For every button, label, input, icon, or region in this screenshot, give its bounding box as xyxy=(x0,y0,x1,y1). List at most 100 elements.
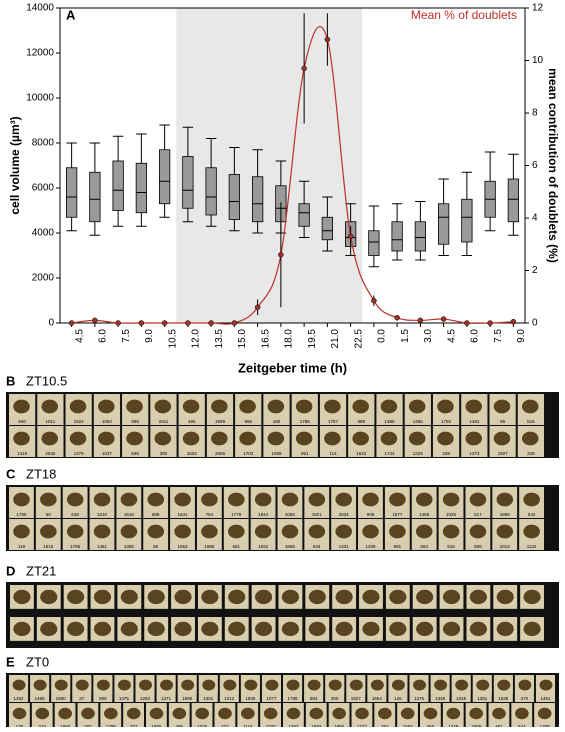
cell xyxy=(81,707,95,720)
cell-id: 1482 xyxy=(14,696,25,701)
cell xyxy=(442,524,460,539)
cell xyxy=(465,431,482,446)
cell xyxy=(335,621,353,637)
x-tick-label: 12.0 xyxy=(191,329,202,349)
cell-id: 1795 xyxy=(70,544,81,549)
y2-tick-label: 6 xyxy=(532,160,538,171)
cell xyxy=(352,399,369,414)
cell xyxy=(138,679,153,691)
cell xyxy=(54,679,68,691)
cell xyxy=(13,589,31,605)
y2-tick-label: 0 xyxy=(532,318,538,329)
cell-id: 681 xyxy=(232,544,240,549)
cell-id: 37 xyxy=(79,696,85,701)
cell xyxy=(75,679,89,691)
cell xyxy=(147,621,165,637)
cell-id: 648 xyxy=(71,512,79,517)
cell-id: 1998 xyxy=(182,696,193,701)
cell xyxy=(69,431,87,446)
cell xyxy=(437,431,454,446)
doublet-point xyxy=(231,320,238,326)
cell xyxy=(154,399,172,414)
cell xyxy=(228,621,246,637)
cell-id: 126 xyxy=(394,696,402,701)
cell-id: 1782 xyxy=(441,419,452,424)
cell-id: 1025 xyxy=(446,512,457,517)
cell xyxy=(93,621,112,637)
cell-id: 339 xyxy=(442,451,450,456)
cell-id: 1325 xyxy=(413,451,424,456)
cell xyxy=(335,524,352,539)
cell-id: 119 xyxy=(18,544,26,549)
cell xyxy=(149,707,164,720)
doublet-point xyxy=(138,320,145,326)
cell xyxy=(415,492,433,507)
cell xyxy=(202,679,216,691)
x-tick-label: 9.0 xyxy=(516,329,527,343)
cell-id: 515 xyxy=(527,419,535,424)
cell-id: 1375 xyxy=(414,696,425,701)
cell xyxy=(437,399,454,414)
cell-id: 1481 xyxy=(540,696,551,701)
cell-id: 2013 xyxy=(500,544,511,549)
cell xyxy=(469,524,487,539)
doublet-point xyxy=(208,320,214,326)
panel-label: A xyxy=(66,7,76,22)
y2-tick-label: 10 xyxy=(532,55,544,66)
doublet-point xyxy=(347,233,354,240)
cell-id: 516 xyxy=(447,544,455,549)
cell xyxy=(389,589,407,605)
cell-id: 1666 xyxy=(285,544,296,549)
cell xyxy=(309,707,324,720)
cell xyxy=(362,524,379,539)
y2-tick-label: 4 xyxy=(532,213,538,224)
cell xyxy=(469,707,484,720)
cell xyxy=(120,589,138,605)
cell xyxy=(380,399,398,414)
cell-id: 1210 xyxy=(97,512,108,517)
cell xyxy=(254,492,272,507)
cell-id: 2011 xyxy=(159,419,169,424)
y-tick-label: 2000 xyxy=(32,273,55,284)
panel-title: ZT18 xyxy=(26,466,56,481)
cell xyxy=(497,679,511,691)
cell-id: 906 xyxy=(367,512,375,517)
cell-id: 1766 xyxy=(300,419,311,424)
cell xyxy=(13,399,30,414)
cell-id: 517 xyxy=(474,512,482,517)
cell xyxy=(239,399,256,414)
doublet-point xyxy=(324,36,331,43)
y-tick-label: 14000 xyxy=(26,3,54,14)
cell-id: 1615 xyxy=(43,544,54,549)
x-tick-label: 21.0 xyxy=(330,329,341,349)
cell-id: 865 xyxy=(474,544,482,549)
cell-id: 754 xyxy=(206,512,214,517)
cell xyxy=(416,621,434,637)
cell xyxy=(160,679,174,691)
cell-id: 1789 xyxy=(16,512,27,517)
night-shading xyxy=(176,8,363,323)
cell xyxy=(523,621,541,637)
cell xyxy=(349,679,363,691)
cell xyxy=(40,589,58,605)
y-tick-label: 6000 xyxy=(32,183,55,194)
cell xyxy=(182,399,200,414)
cell-id: 2042 xyxy=(45,451,56,456)
cell-id: 1635 xyxy=(498,696,509,701)
cell xyxy=(521,399,539,414)
cell xyxy=(362,621,380,637)
cell-id: 1616 xyxy=(124,512,135,517)
cell xyxy=(355,707,369,720)
cell-id: 1371 xyxy=(161,696,172,701)
cell xyxy=(335,492,352,507)
cell xyxy=(96,679,110,691)
cell xyxy=(518,679,532,691)
box xyxy=(135,162,148,214)
cell-id: 1986 xyxy=(204,544,215,549)
x-tick-label: 3.0 xyxy=(423,329,434,343)
box xyxy=(391,221,403,252)
cell xyxy=(41,431,59,446)
box xyxy=(321,216,334,241)
cell xyxy=(201,621,219,637)
box xyxy=(461,198,473,243)
